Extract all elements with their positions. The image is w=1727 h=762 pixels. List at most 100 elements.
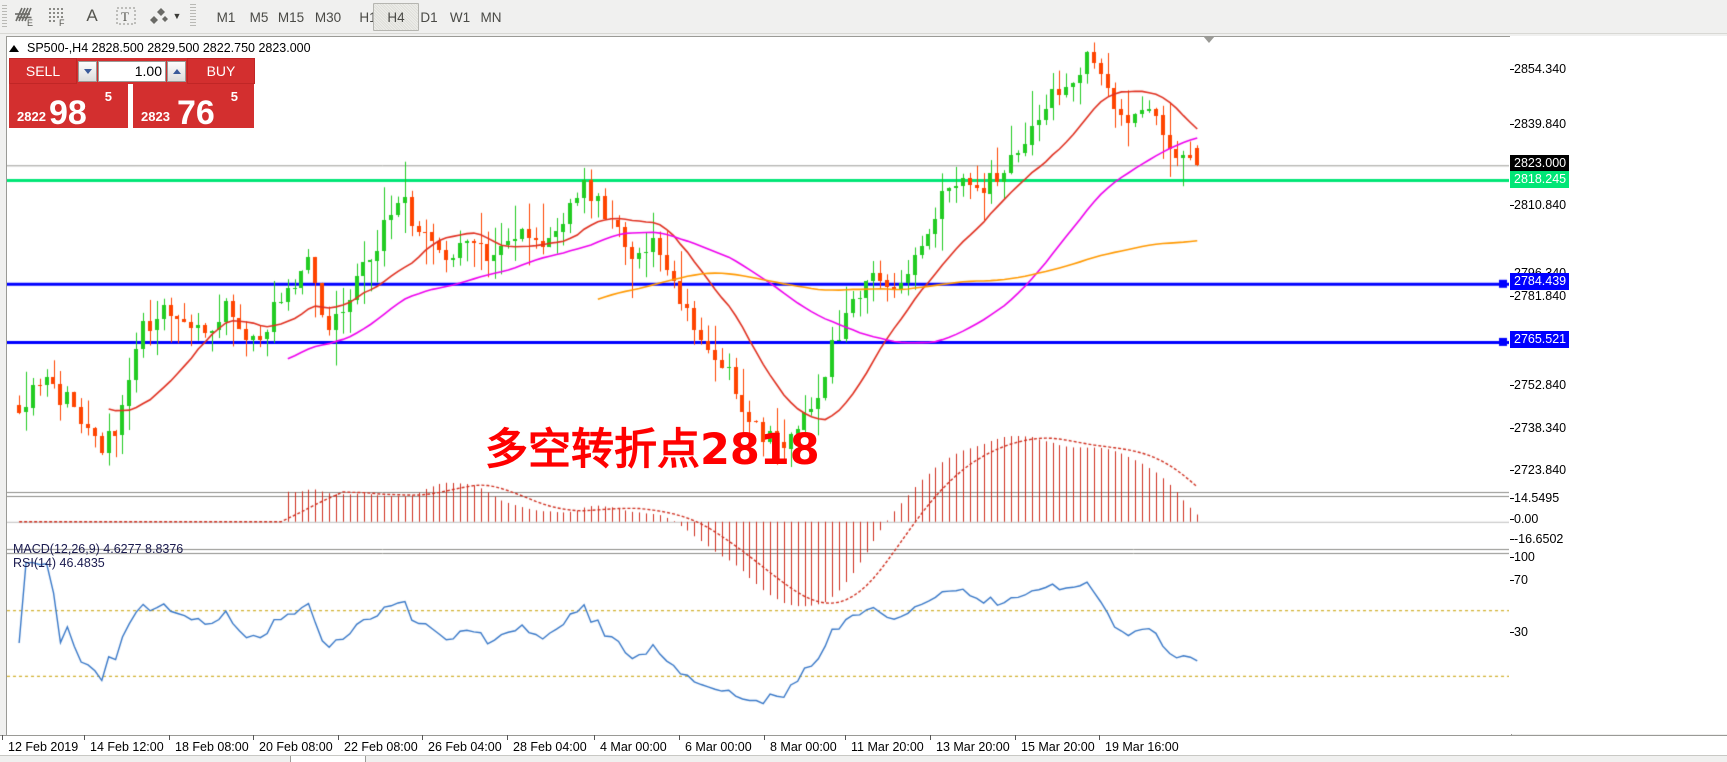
hline-upper-label[interactable]: 2784.439 xyxy=(1510,273,1570,290)
time-label-0: 12 Feb 2019 xyxy=(8,740,79,754)
time-label-8: 6 Mar 00:00 xyxy=(685,740,752,754)
symbol-expand-icon[interactable] xyxy=(9,44,19,52)
objects-dropdown-arrow-icon[interactable]: ▼ xyxy=(172,11,182,21)
sell-price-fraction: 5 xyxy=(104,89,112,104)
text-object-icon[interactable]: T xyxy=(112,3,140,29)
buy-price-main: 76 xyxy=(177,94,215,132)
time-label-13: 19 Mar 16:00 xyxy=(1105,740,1179,754)
time-tick-8 xyxy=(679,735,680,740)
time-label-10: 11 Mar 20:00 xyxy=(851,740,924,754)
rsi-tick-70: 70 xyxy=(1510,574,1528,586)
time-label-5: 26 Feb 04:00 xyxy=(428,740,502,754)
one-click-trading-panel[interactable]: SELL 1.00 BUY 2822 98 5 2823 76 5 xyxy=(9,58,255,132)
price-tick-2854.340: 2854.340 xyxy=(1510,63,1566,75)
volume-control[interactable]: 1.00 xyxy=(77,58,187,84)
price-tick-2752.840: 2752.840 xyxy=(1510,379,1566,391)
time-tick-11 xyxy=(930,735,931,740)
bottom-tabs-strip xyxy=(0,755,1727,762)
macd-tick-0.00: 0.00 xyxy=(1510,513,1538,525)
symbol-info-bar: SP500-,H4 2828.500 2829.500 2822.750 282… xyxy=(9,41,311,55)
price-chart[interactable] xyxy=(7,37,1509,733)
macd-tick--16.6502: -16.6502 xyxy=(1510,533,1563,545)
price-tick-2810.840: 2810.840 xyxy=(1510,199,1566,211)
tick-mark xyxy=(1510,470,1514,471)
svg-text:F: F xyxy=(59,18,65,27)
time-tick-13 xyxy=(1099,735,1100,740)
timeframe-w1[interactable]: W1 xyxy=(449,9,471,25)
time-tick-5 xyxy=(422,735,423,740)
chevron-down-icon xyxy=(83,68,92,74)
timeframe-m5[interactable]: M5 xyxy=(249,9,269,25)
sell-price-display[interactable]: 2822 98 5 xyxy=(9,84,130,130)
time-tick-10 xyxy=(845,735,846,740)
price-tick-2839.840: 2839.840 xyxy=(1510,118,1566,130)
macd-tick-14.5495: 14.5495 xyxy=(1510,492,1559,504)
text-label-icon[interactable]: A xyxy=(86,6,98,25)
tick-mark xyxy=(1510,539,1514,540)
timeframe-mn[interactable]: MN xyxy=(480,9,502,25)
tick-mark xyxy=(1510,632,1514,633)
time-label-11: 13 Mar 20:00 xyxy=(936,740,1010,754)
main-toolbar: E F A T xyxy=(0,0,1727,34)
time-tick-12 xyxy=(1015,735,1016,740)
time-tick-2 xyxy=(169,735,170,740)
buy-button[interactable]: BUY xyxy=(187,58,255,84)
timeframe-m1[interactable]: M1 xyxy=(216,9,236,25)
tick-mark xyxy=(1510,519,1514,520)
time-label-9: 8 Mar 00:00 xyxy=(770,740,837,754)
sell-button[interactable]: SELL xyxy=(9,58,77,84)
volume-decrease-button[interactable] xyxy=(78,60,97,82)
time-label-7: 4 Mar 00:00 xyxy=(600,740,667,754)
rsi-indicator-label: RSI(14) 46.4835 xyxy=(13,556,105,570)
chart-annotation-text: 多空转折点2818 xyxy=(485,425,820,475)
volume-increase-button[interactable] xyxy=(167,60,186,82)
data-window-icon[interactable]: F xyxy=(44,3,72,29)
chart-scroll-marker-icon[interactable] xyxy=(1203,36,1215,43)
chevron-up-icon xyxy=(172,68,181,74)
toolbar-separator-grip xyxy=(190,4,196,28)
time-label-12: 15 Mar 20:00 xyxy=(1021,740,1095,754)
buy-price-fraction: 5 xyxy=(230,89,238,104)
tick-mark xyxy=(1510,69,1514,70)
rsi-tick-100: 100 xyxy=(1510,551,1535,563)
timeframe-h1[interactable]: H1 xyxy=(359,9,377,25)
price-axis[interactable]: 2854.3402839.8402825.3402810.8402796.340… xyxy=(1510,36,1727,734)
time-label-4: 22 Feb 08:00 xyxy=(344,740,418,754)
expert-advisors-icon[interactable]: E xyxy=(10,3,38,29)
price-tick-2738.340: 2738.340 xyxy=(1510,422,1566,434)
bottom-tab-1[interactable] xyxy=(290,756,366,762)
sell-price-prefix: 2822 xyxy=(17,109,46,124)
timeframe-h4[interactable]: H4 xyxy=(373,3,419,31)
hline-lower-label[interactable]: 2765.521 xyxy=(1510,331,1570,348)
buy-price-prefix: 2823 xyxy=(141,109,170,124)
time-label-2: 18 Feb 08:00 xyxy=(175,740,249,754)
time-label-6: 28 Feb 04:00 xyxy=(513,740,587,754)
toolbar-grip-handle[interactable] xyxy=(2,5,7,27)
tick-mark xyxy=(1510,557,1514,558)
current-price-label[interactable]: 2823.000 xyxy=(1510,155,1570,172)
objects-icon[interactable] xyxy=(146,3,174,29)
svg-text:T: T xyxy=(121,9,129,24)
time-tick-1 xyxy=(84,735,85,740)
tick-mark xyxy=(1510,385,1514,386)
rsi-tick-30: 30 xyxy=(1510,626,1528,638)
tick-mark xyxy=(1510,205,1514,206)
tick-mark xyxy=(1510,580,1514,581)
chart-canvas-area[interactable]: SP500-,H4 2828.500 2829.500 2822.750 282… xyxy=(6,36,1512,736)
time-tick-4 xyxy=(338,735,339,740)
timeframe-m15[interactable]: M15 xyxy=(277,9,305,25)
tick-mark xyxy=(1510,124,1514,125)
buy-price-display[interactable]: 2823 76 5 xyxy=(133,84,254,132)
time-tick-0 xyxy=(2,735,3,740)
timeframe-m30[interactable]: M30 xyxy=(314,9,342,25)
bid-price-label[interactable]: 2818.245 xyxy=(1510,171,1570,188)
tick-mark xyxy=(1510,498,1514,499)
macd-indicator-label: MACD(12,26,9) 4.6277 8.8376 xyxy=(13,542,184,556)
time-label-1: 14 Feb 12:00 xyxy=(90,740,164,754)
time-tick-3 xyxy=(253,735,254,740)
volume-input[interactable]: 1.00 xyxy=(98,60,166,82)
tick-mark xyxy=(1510,296,1514,297)
price-tick-2781.840: 2781.840 xyxy=(1510,290,1566,302)
timeframe-d1[interactable]: D1 xyxy=(420,9,438,25)
